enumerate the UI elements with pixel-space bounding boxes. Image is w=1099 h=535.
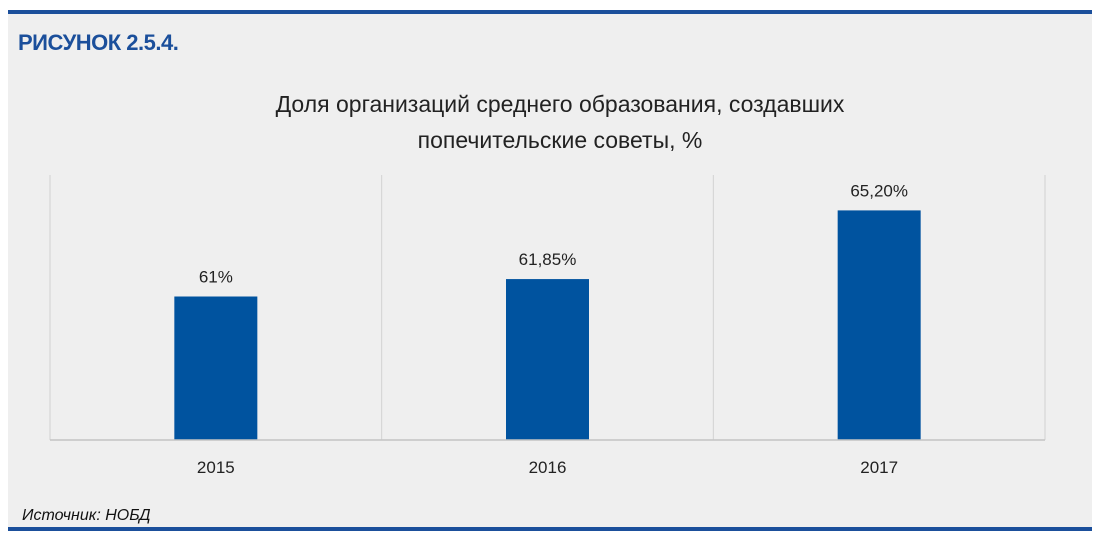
chart-title: Доля организаций среднего образования, с…	[150, 86, 970, 158]
bar-2016	[506, 279, 589, 440]
tick-label-2016: 2016	[529, 458, 567, 477]
figure-label: РИСУНОК 2.5.4.	[18, 30, 179, 55]
data-label-2017: 65,20%	[850, 181, 908, 200]
chart-title-line-2: попечительские советы, %	[417, 127, 703, 153]
tick-label-2015: 2015	[197, 458, 235, 477]
bars	[174, 210, 921, 440]
chart-title-line-1: Доля организаций среднего образования, с…	[275, 91, 845, 117]
source-note: Источник: НОБД	[22, 507, 151, 524]
bar-2017	[837, 210, 921, 440]
category-separators	[49, 175, 1046, 440]
bar-2015	[174, 296, 258, 440]
x-axis-tick-labels: 2015 2016 2017	[197, 458, 898, 477]
tick-label-2017: 2017	[860, 458, 898, 477]
data-label-2015: 61%	[199, 268, 233, 287]
data-label-2016: 61,85%	[519, 250, 577, 269]
data-labels: 61% 61,85% 65,20%	[199, 181, 908, 286]
